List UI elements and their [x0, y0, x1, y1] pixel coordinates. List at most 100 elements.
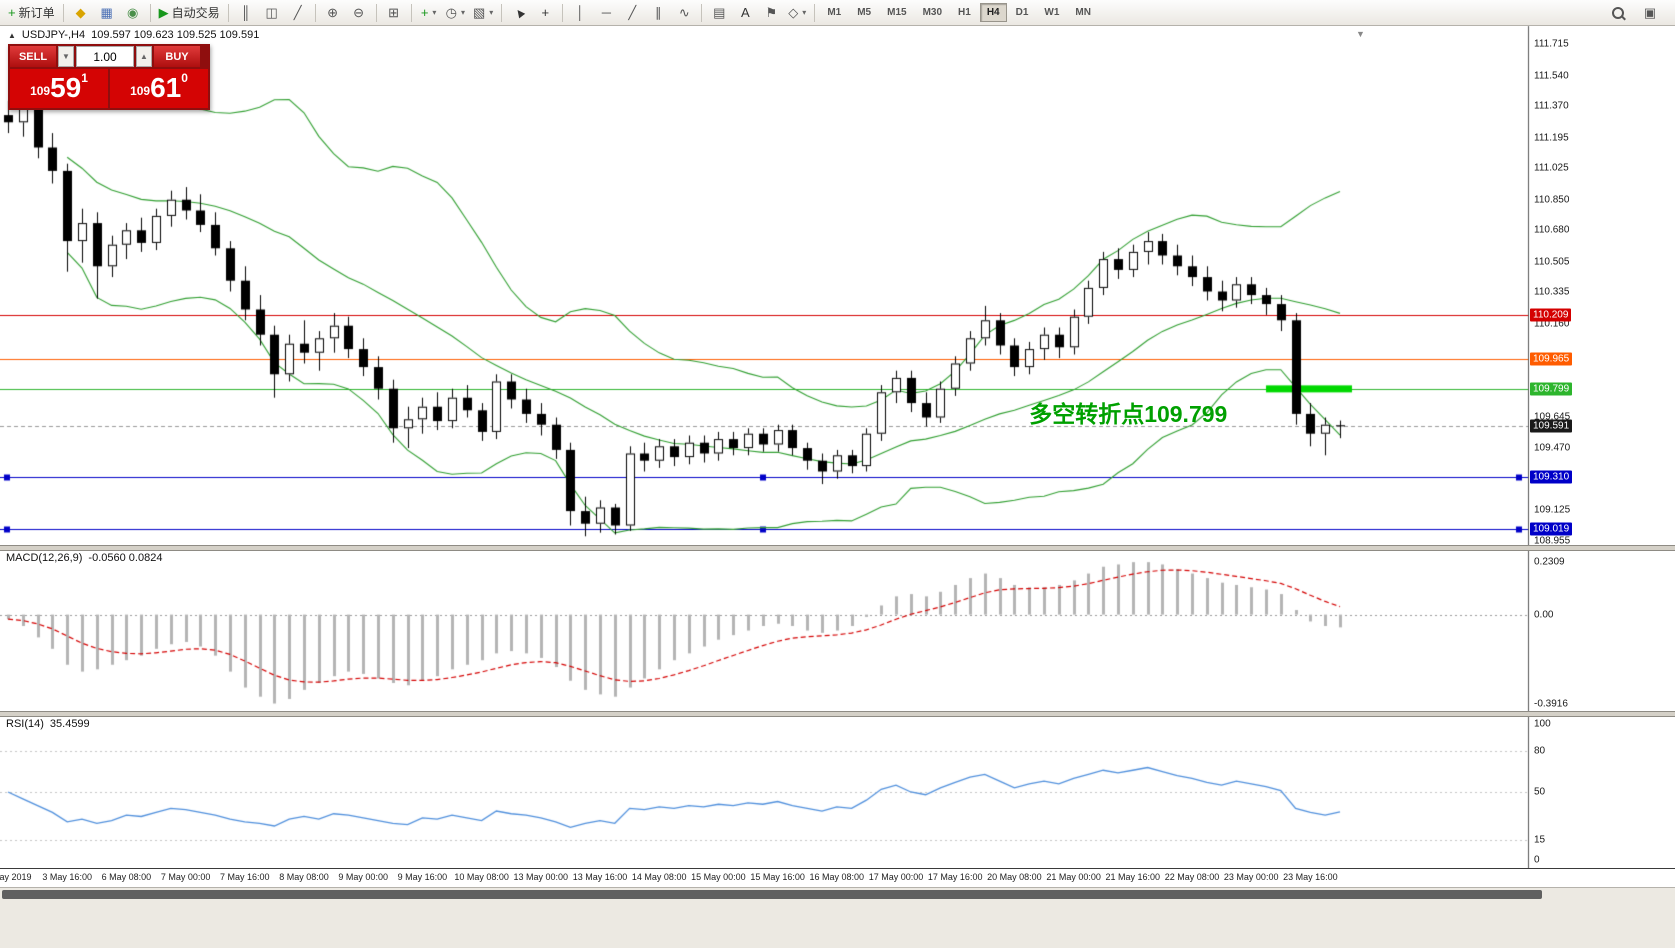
- time-label: 13 May 00:00: [513, 872, 569, 882]
- timeframe-m1-button[interactable]: M1: [827, 7, 842, 18]
- line-chart-button[interactable]: ╱: [285, 2, 311, 24]
- timeframe-d1-button[interactable]: D1: [1015, 7, 1029, 18]
- market-watch-button[interactable]: ▦: [94, 2, 120, 24]
- toolbar-separator: [410, 3, 412, 22]
- rsi-tick: 50: [1534, 786, 1546, 798]
- indicators-button[interactable]: + ▾: [416, 2, 442, 24]
- shapes-button[interactable]: ◇ ▾: [784, 2, 810, 24]
- timeframe-m30-button[interactable]: M30: [922, 7, 943, 18]
- navigator-button[interactable]: ◉: [120, 2, 146, 24]
- window-layout-button[interactable]: ▣: [1637, 2, 1663, 24]
- candlestick-chart-button[interactable]: ◫: [259, 2, 285, 24]
- horizontal-scrollbar[interactable]: [0, 887, 1675, 902]
- cursor-icon: ▲: [509, 2, 529, 23]
- time-label: 13 May 16:00: [572, 872, 628, 882]
- periods-dropdown-icon: ▾: [460, 8, 465, 17]
- timeframe-m15-button[interactable]: M15: [887, 7, 907, 18]
- panel-divider-macd[interactable]: [0, 545, 1675, 551]
- price-line-label: 109.965: [1530, 352, 1573, 366]
- ask-big-figure: 109: [130, 84, 151, 98]
- time-label: 14 May 08:00: [631, 872, 687, 882]
- volume-up-button[interactable]: ▲: [136, 46, 152, 67]
- equidistant-channel-button[interactable]: ∥: [645, 2, 671, 24]
- ask-pips: 61: [150, 72, 182, 103]
- new-order-button[interactable]: + 新订单: [4, 2, 59, 24]
- time-label: 23 May 00:00: [1223, 872, 1279, 882]
- timeframe-mn-button[interactable]: MN: [1075, 7, 1091, 18]
- cursor-button[interactable]: ▲: [506, 2, 532, 24]
- volume-down-button[interactable]: ▼: [58, 46, 74, 67]
- time-axis[interactable]: 3 May 2019 3 May 16:00 6 May 08:00 7 May 00…: [0, 868, 1675, 888]
- time-label: 6 May 08:00: [101, 872, 152, 882]
- price-tick: 111.370: [1534, 100, 1569, 112]
- price-line-label: 109.310: [1530, 470, 1573, 484]
- toolbar-separator: [701, 3, 703, 22]
- timeframe-w1-button[interactable]: W1: [1044, 7, 1060, 18]
- bar-chart-button[interactable]: ║: [233, 2, 259, 24]
- volume-input[interactable]: [76, 46, 134, 67]
- time-label: 21 May 16:00: [1105, 872, 1161, 882]
- time-label: 3 May 16:00: [42, 872, 92, 882]
- ohlc-readout: 109.597 109.623 109.525 109.591: [91, 29, 260, 41]
- fibonacci-button[interactable]: ∿: [671, 2, 697, 24]
- timeframe-m5-button[interactable]: M5: [857, 7, 872, 18]
- price-tick: 108.955: [1534, 535, 1571, 547]
- sell-button[interactable]: SELL: [10, 46, 56, 67]
- fibonacci-icon: ∿: [678, 5, 690, 20]
- rsi-name: RSI(14): [6, 718, 44, 730]
- bid-big-figure: 109: [30, 84, 51, 98]
- chart-shift-marker[interactable]: ▼: [1356, 29, 1365, 39]
- buy-button[interactable]: BUY: [154, 46, 200, 67]
- time-label: 10 May 08:00: [454, 872, 509, 882]
- horizontal-line-button[interactable]: ─: [593, 2, 619, 24]
- arrow-label-button[interactable]: ⚑: [758, 2, 784, 24]
- rsi-value: 35.4599: [49, 718, 90, 730]
- periods-button[interactable]: ◷ ▾: [442, 2, 469, 24]
- time-label: 16 May 08:00: [809, 872, 865, 882]
- price-tick: 111.715: [1534, 38, 1569, 50]
- tile-windows-icon: ⊞: [388, 5, 400, 20]
- templates-button[interactable]: ▧ ▾: [469, 2, 497, 24]
- profiles-button[interactable]: ◆: [68, 2, 94, 24]
- auto-trading-button[interactable]: ▶ 自动交易: [155, 2, 224, 24]
- time-label: 17 May 16:00: [927, 872, 983, 882]
- crosshair-button[interactable]: +: [532, 2, 558, 24]
- drawing-grid-button[interactable]: ▤: [706, 2, 732, 24]
- rsi-tick: 15: [1534, 834, 1546, 846]
- tile-windows-button[interactable]: ⊞: [381, 2, 407, 24]
- new-order-icon: +: [8, 5, 16, 20]
- timeframe-h1-button[interactable]: H1: [958, 7, 971, 18]
- time-label: 7 May 16:00: [220, 872, 270, 882]
- macd-tick: 0.00: [1534, 609, 1554, 621]
- rsi-tick: 80: [1534, 745, 1546, 757]
- trade-panel-quotes: 109 59 1 109 61 0: [10, 69, 208, 108]
- scrollbar-thumb[interactable]: [2, 890, 1542, 899]
- vertical-line-button[interactable]: │: [567, 2, 593, 24]
- text-icon: A: [740, 5, 750, 20]
- shapes-dropdown-icon: ▾: [802, 8, 807, 17]
- price-axis[interactable]: 111.715 111.540 111.370 111.195 111.025 110.8…: [1529, 0, 1675, 886]
- price-line-label: 110.209: [1530, 308, 1572, 322]
- ask-price[interactable]: 109 61 0: [110, 69, 208, 108]
- timeframe-h4-button[interactable]: H4: [979, 3, 1007, 22]
- indicators-dropdown-icon: ▾: [432, 8, 437, 17]
- zoom-out-button[interactable]: ⊖: [346, 2, 372, 24]
- macd-header: MACD(12,26,9) -0.0560 0.0824: [6, 552, 162, 564]
- rsi-tick: 0: [1534, 854, 1540, 866]
- panel-divider-rsi[interactable]: [0, 711, 1675, 717]
- line-chart-icon: ╱: [293, 5, 302, 20]
- zoom-in-button[interactable]: ⊕: [320, 2, 346, 24]
- search-icon: [1612, 6, 1624, 19]
- search-button[interactable]: [1605, 2, 1631, 24]
- bid-price[interactable]: 109 59 1: [10, 69, 108, 108]
- time-label: 17 May 00:00: [868, 872, 924, 882]
- price-tick: 110.505: [1534, 256, 1570, 268]
- text-button[interactable]: A: [732, 2, 758, 24]
- bid-pips: 59: [50, 72, 82, 103]
- ask-pipette: 0: [181, 71, 188, 85]
- time-label: 9 May 16:00: [397, 872, 448, 882]
- crosshair-icon: +: [541, 5, 550, 20]
- trendline-button[interactable]: ╱: [619, 2, 645, 24]
